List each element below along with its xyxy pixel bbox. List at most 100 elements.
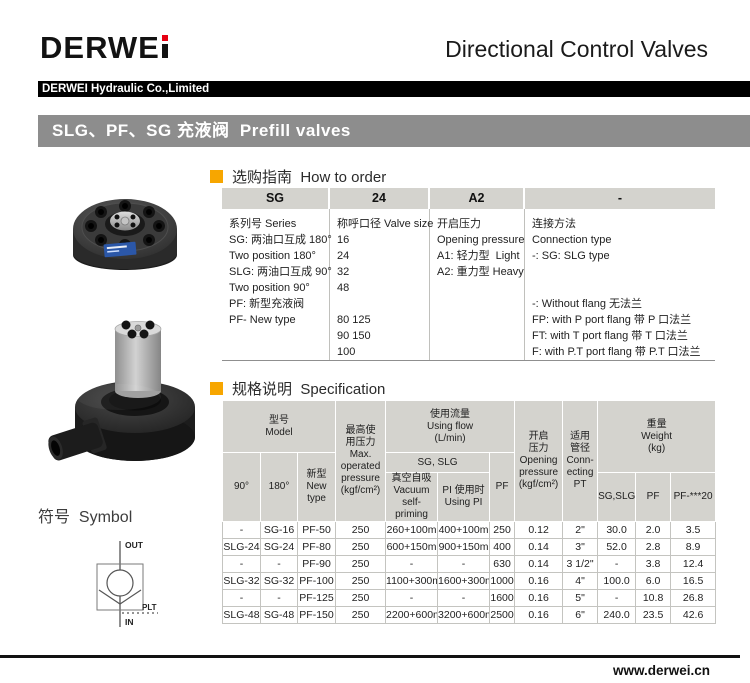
order-code-connection: - bbox=[525, 188, 715, 209]
spec-table-cell: 250 bbox=[335, 606, 387, 624]
spec-table-cell: 3" bbox=[562, 538, 599, 556]
text-line: 连接方法 bbox=[532, 218, 576, 230]
order-code-header-row: SG 24 A2 - bbox=[222, 188, 715, 209]
derwei-logo: DERWE bbox=[40, 30, 168, 66]
symbol-in-label: IN bbox=[125, 617, 134, 627]
spec-table-cell: 250 bbox=[489, 521, 516, 539]
text-line: Connection type bbox=[532, 234, 612, 246]
header-using-pi: PI 使用时 Using PI bbox=[437, 472, 491, 522]
spec-table-cell: 0.12 bbox=[514, 521, 564, 539]
logo-red-dot-icon bbox=[161, 35, 168, 41]
spec-table-cell: 2" bbox=[562, 521, 599, 539]
text-line: PF: 新型充液阀 bbox=[229, 298, 305, 310]
spec-table-cell: 2200+600m bbox=[385, 606, 439, 624]
header-weight-pf: PF bbox=[635, 472, 672, 522]
spec-table-cell: 23.5 bbox=[635, 606, 672, 624]
spec-table-cell: 2.8 bbox=[635, 538, 672, 556]
logo-i-stem bbox=[161, 44, 168, 58]
spec-table-cell: 900+150m bbox=[437, 538, 491, 556]
text-line: 开启压力 bbox=[437, 218, 481, 230]
spec-table-cell: 52.0 bbox=[597, 538, 637, 556]
spec-table-row: - - PF-125 250- -1600 0.16 5" -10.8 26.8 bbox=[222, 589, 717, 607]
header-90deg: 90° bbox=[222, 452, 261, 522]
spec-table-cell: SLG-32 bbox=[222, 572, 261, 590]
spec-table-cell: 240.0 bbox=[597, 606, 637, 624]
page-title: Directional Control Valves bbox=[445, 36, 708, 62]
spec-table-cell: PF-150 bbox=[296, 606, 337, 624]
text-line: SG: 两油口互成 180° bbox=[229, 234, 332, 246]
header-opening-pressure: 开启 压力 Opening pressure (kgf/cm²) bbox=[514, 400, 564, 522]
spec-table-cell: - bbox=[385, 555, 439, 573]
spec-table-cell: 0.14 bbox=[514, 555, 564, 573]
spec-table-cell: PF-100 bbox=[296, 572, 337, 590]
text-line: 48 bbox=[337, 282, 350, 294]
text-line: 24 bbox=[337, 250, 350, 262]
header-weight-sg-slg: SG,SLG bbox=[597, 472, 637, 522]
text-line: F: with P.T port flang 带 P.T 口法兰 bbox=[532, 346, 701, 358]
spec-table-cell: 0.16 bbox=[514, 572, 564, 590]
spec-table-cell: PF-125 bbox=[296, 589, 337, 607]
logo-letter-i bbox=[161, 35, 168, 58]
header-max-pressure: 最高使 用压力 Max. operated pressure (kgf/cm²) bbox=[335, 400, 387, 522]
spec-table-cell: - bbox=[437, 589, 491, 607]
spec-table-cell: 42.6 bbox=[670, 606, 717, 624]
footer-rule bbox=[0, 655, 740, 658]
spec-table-row: SLG-32 SG-32 PF-100 250 1100+300m 1600+300m 10… bbox=[222, 572, 717, 590]
spec-table-cell: 2.0 bbox=[635, 521, 672, 539]
order-col-valve-size: 称呼口径 Valve size 16 24 32 48 80 125 90 150 100 bbox=[330, 209, 434, 360]
text-line: -: Without flang 无法兰 bbox=[532, 298, 643, 310]
text-line: FP: with P port flang 带 P 口法兰 bbox=[532, 314, 692, 326]
text-line: Opening pressure bbox=[437, 234, 525, 246]
header-180deg: 180° bbox=[260, 452, 298, 522]
spec-table-cell: 400+100m bbox=[437, 521, 491, 539]
order-col-opening-pressure: 开启压力 Opening pressure A1: 轻力型 Light A2: 重力型… bbox=[430, 209, 525, 360]
spec-table-cell: 3.8 bbox=[635, 555, 672, 573]
section-heading-label: 选购指南 How to order bbox=[232, 169, 387, 186]
header-weight-pf20: PF-***20 bbox=[670, 472, 717, 522]
text-line: PF- New type bbox=[229, 314, 296, 326]
spec-table-row: - SG-16 PF-50 250 260+100m 400+100m 250 0.12 2" 3… bbox=[222, 521, 717, 539]
header-model: 型号 Model bbox=[221, 400, 337, 453]
spec-table-cell: 250 bbox=[335, 538, 387, 556]
text-line bbox=[337, 296, 427, 312]
text-line: A2: 重力型 Heavy bbox=[437, 266, 524, 278]
spec-table-cell: 1100+300m bbox=[385, 572, 439, 590]
spec-table-row: SLG-48 SG-48 PF-150 250 2200+600m 3200+600m 25… bbox=[222, 606, 717, 624]
spec-table-cell: 0.16 bbox=[514, 589, 564, 607]
spec-table-cell: SG-48 bbox=[260, 606, 298, 624]
spec-table-cell: 8.9 bbox=[670, 538, 717, 556]
spec-table-cell: 600+150m bbox=[385, 538, 439, 556]
text-line: -: SG: SLG type bbox=[532, 250, 610, 262]
symbol-heading: 符号 Symbol bbox=[38, 509, 133, 526]
blue-nameplate bbox=[103, 241, 137, 258]
spec-table-cell: 3200+600m bbox=[437, 606, 491, 624]
order-col-series: 系列号 Series SG: 两油口互成 180° Two position 180… bbox=[222, 209, 332, 360]
spec-table-cell: - bbox=[437, 555, 491, 573]
header-vacuum-self-priming: 真空自吸 Vacuum self-priming bbox=[385, 472, 439, 522]
header-connecting-pt: 适用 管径 Conn- ecting PT bbox=[562, 400, 599, 522]
spec-table-cell: 260+100m bbox=[385, 521, 439, 539]
spec-table-row: - - PF-90 250- -630 0.14 3 1/2" -3.8 12.4 bbox=[222, 555, 717, 573]
spec-table-cell: 250 bbox=[335, 555, 387, 573]
spec-table-cell: - bbox=[222, 555, 261, 573]
spec-table-cell: 3.5 bbox=[670, 521, 717, 539]
spec-table-row: SLG-24 SG-24 PF-80 250 600+150m 900+150m 400 0.… bbox=[222, 538, 717, 556]
text-line: 称呼口径 Valve size bbox=[337, 218, 434, 230]
spec-table-cell: 630 bbox=[489, 555, 516, 573]
symbol-pilot-label: PLT bbox=[142, 603, 157, 612]
spec-table-cell: 400 bbox=[489, 538, 516, 556]
orange-square-bullet-icon bbox=[210, 170, 223, 183]
spec-table-cell: PF-80 bbox=[296, 538, 337, 556]
spec-table-cell: 26.8 bbox=[670, 589, 717, 607]
spec-table-cell: - bbox=[260, 589, 298, 607]
spec-table-cell: - bbox=[597, 555, 637, 573]
order-code-size: 24 bbox=[330, 188, 430, 209]
check-valve-symbol: OUT PLT IN bbox=[96, 540, 158, 627]
text-line: 100 bbox=[337, 346, 356, 358]
text-line: SLG: 两油口互成 90° bbox=[229, 266, 332, 278]
order-code-pressure: A2 bbox=[430, 188, 525, 209]
spec-table-cell: 6" bbox=[562, 606, 599, 624]
spec-table-cell: - bbox=[597, 589, 637, 607]
header-weight: 重量 Weight (kg) bbox=[597, 400, 717, 473]
